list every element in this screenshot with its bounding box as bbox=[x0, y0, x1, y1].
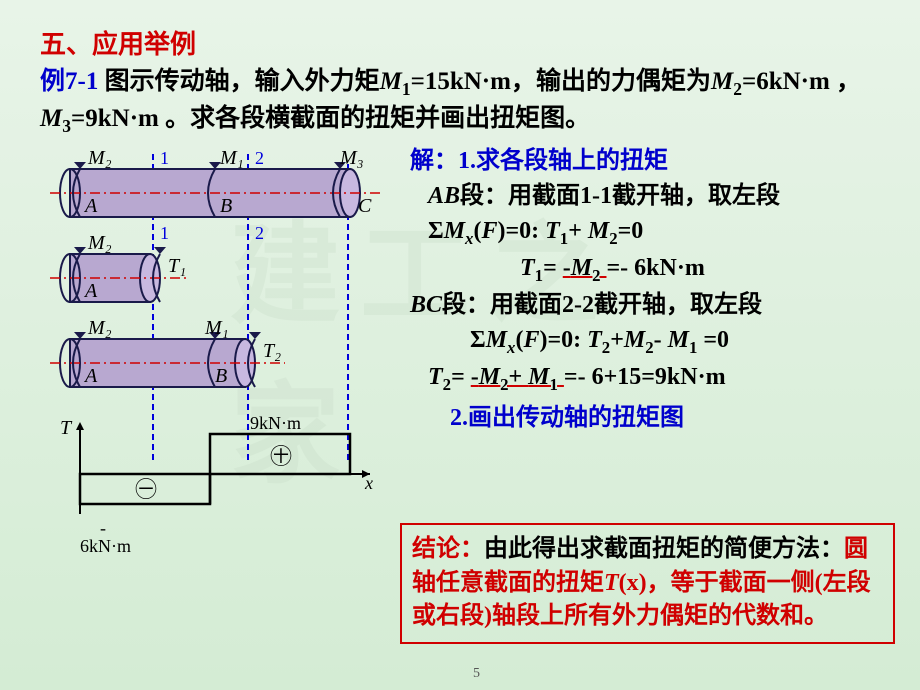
val-neg6knm: - bbox=[100, 518, 106, 538]
label-m2-low: M₂ bbox=[87, 317, 112, 339]
eq3-fv: F bbox=[523, 327, 539, 353]
var-m3: M bbox=[40, 105, 62, 132]
bc-label: BC bbox=[410, 292, 442, 318]
label-m1-low: M₁ bbox=[204, 317, 229, 339]
label-a-low: A bbox=[83, 365, 98, 387]
eq2-t1s: 1 bbox=[535, 266, 543, 285]
val-m1: =15kN·m bbox=[411, 68, 511, 95]
label-t1: T₁ bbox=[168, 255, 186, 277]
val-neg6knm-2: 6kN·m bbox=[80, 536, 131, 556]
label-sec1b: 1 bbox=[160, 223, 169, 243]
eq4-eq: = bbox=[451, 364, 471, 390]
eq3-minus: - bbox=[654, 327, 668, 353]
diagram-area: M₂ M₁ M₃ 1 2 A B C 1 2 bbox=[40, 144, 400, 634]
label-a-mid: A bbox=[83, 280, 98, 302]
val-m2: =6kN·m ， bbox=[742, 68, 861, 95]
slide-content: 五、应用举例 例7-1 图示传动轴，输入外力矩M1=15kN·m，输出的力偶矩为… bbox=[0, 0, 920, 658]
eq4-b: =- 6+15=9kN·m bbox=[564, 364, 726, 390]
eq1-t1s: 1 bbox=[560, 229, 568, 248]
eq1-m2: M bbox=[588, 218, 609, 244]
bc-text: 段：用截面2-2截开轴，取左段 bbox=[442, 292, 762, 318]
eq3-m1: M bbox=[668, 327, 689, 353]
eq1-t1: T bbox=[545, 218, 560, 244]
conclusion-box: 结论：由此得出求截面扭矩的简便方法：圆轴任意截面的扭矩T(x)，等于截面一侧(左… bbox=[400, 523, 895, 644]
var-m1: M bbox=[380, 68, 402, 95]
eq3-t2s: 2 bbox=[602, 338, 610, 357]
problem-text-3: 求各段横截面的扭矩并画出扭矩图。 bbox=[190, 105, 590, 132]
step1-title: 1.求各段轴上的扭矩 bbox=[458, 148, 668, 174]
plus-sign: ㊉ bbox=[270, 444, 292, 469]
section-header: 五、应用举例 bbox=[40, 24, 880, 61]
problem-text-1: 图示传动轴，输入外力矩 bbox=[98, 68, 379, 95]
label-m2-top: M₂ bbox=[87, 147, 112, 169]
eq3-plus: + bbox=[610, 327, 624, 353]
val-9knm: 9kN·m bbox=[250, 413, 301, 433]
label-sec2b: 2 bbox=[255, 223, 264, 243]
eq1-m2s: 2 bbox=[609, 229, 617, 248]
eq1-rest: )=0: bbox=[497, 218, 545, 244]
eq2-b: =- 6kN·m bbox=[606, 255, 704, 281]
conclusion-body1: 由此得出求截面扭矩的简便方法： bbox=[484, 536, 844, 562]
eq4-u: -M2+ M1 bbox=[471, 364, 564, 390]
eq1-eq0: =0 bbox=[618, 218, 644, 244]
eq3-m2: M bbox=[624, 327, 645, 353]
problem-text-2: ，输出的力偶矩为 bbox=[511, 68, 711, 95]
axis-x-label: x bbox=[364, 473, 373, 493]
ab-text: 段：用截面1-1截开轴，取左段 bbox=[460, 183, 780, 209]
solution-label: 解： bbox=[410, 148, 458, 174]
example-label: 例7-1 bbox=[40, 68, 98, 95]
axis-t-label: T bbox=[60, 417, 73, 439]
val-m3: =9kN·m 。 bbox=[71, 105, 190, 132]
eq2-u: -M2 bbox=[563, 255, 607, 281]
var-m2: M bbox=[711, 68, 733, 95]
var-m3-sub: 3 bbox=[62, 116, 71, 136]
eq3-m: M bbox=[486, 327, 507, 353]
label-sec1a: 1 bbox=[160, 148, 169, 168]
var-m1-sub: 1 bbox=[402, 79, 411, 99]
label-m1-top: M₁ bbox=[219, 147, 244, 169]
problem-statement: 例7-1 图示传动轴，输入外力矩M1=15kN·m，输出的力偶矩为M2=6kN·… bbox=[40, 65, 880, 138]
ab-label: AB bbox=[428, 183, 460, 209]
eq2-t1: T bbox=[520, 255, 535, 281]
eq4-t2: T bbox=[428, 364, 443, 390]
label-t2: T₂ bbox=[263, 340, 281, 362]
eq3-eq0: =0 bbox=[697, 327, 729, 353]
eq1-m: M bbox=[444, 218, 465, 244]
eq2-eq: = bbox=[543, 255, 563, 281]
var-m2-sub: 2 bbox=[733, 79, 742, 99]
eq3-sigma: Σ bbox=[470, 327, 486, 353]
eq3-m2s: 2 bbox=[645, 338, 653, 357]
page-number: 5 bbox=[473, 666, 480, 682]
label-m3-top: M₃ bbox=[339, 147, 364, 169]
label-b-low: B bbox=[215, 365, 227, 387]
label-c-top: C bbox=[358, 195, 372, 217]
eq3-t2: T bbox=[587, 327, 602, 353]
eq3-rest: )=0: bbox=[539, 327, 587, 353]
minus-sign: ㊀ bbox=[135, 477, 157, 502]
eq1-fv: F bbox=[481, 218, 497, 244]
diagram-svg: M₂ M₁ M₃ 1 2 A B C 1 2 bbox=[40, 144, 400, 634]
conclusion-label: 结论： bbox=[412, 536, 484, 562]
label-b-top: B bbox=[220, 195, 232, 217]
label-m2-mid: M₂ bbox=[87, 232, 112, 254]
label-sec2a: 2 bbox=[255, 148, 264, 168]
step2-title: 2.画出传动轴的扭矩图 bbox=[410, 401, 880, 436]
eq4-t2s: 2 bbox=[443, 375, 451, 394]
eq1-sigma: Σ bbox=[428, 218, 444, 244]
label-a-top: A bbox=[83, 195, 98, 217]
eq1-plus: + bbox=[568, 218, 588, 244]
